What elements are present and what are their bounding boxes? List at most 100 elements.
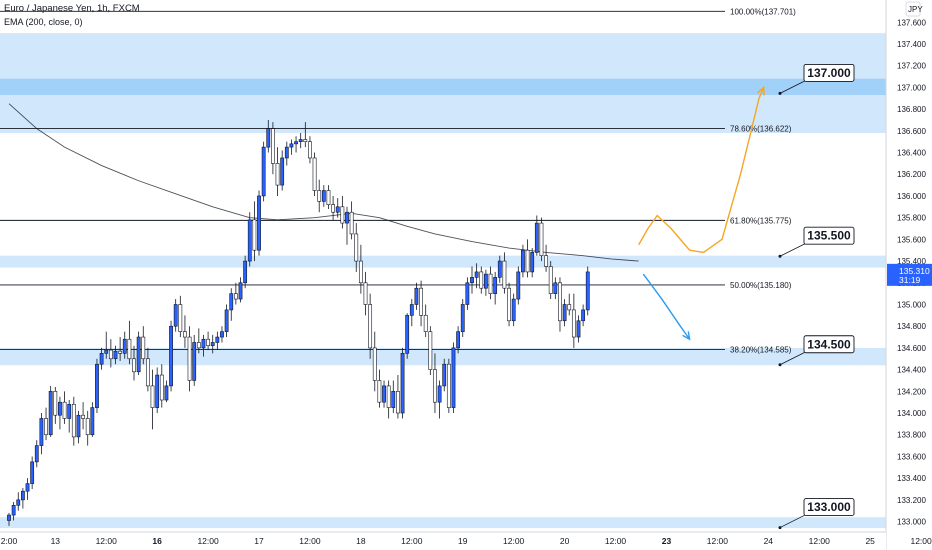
callout-box[interactable] <box>803 63 855 82</box>
candle-body <box>470 277 474 284</box>
price-tick-label: 133.200 <box>897 496 926 505</box>
candle-body <box>201 338 206 349</box>
candle-body <box>442 363 447 387</box>
time-tick-label: 18 <box>356 536 366 546</box>
price-tick-label: 134.000 <box>897 409 926 418</box>
price-tick-label: 137.400 <box>897 40 926 49</box>
candle-body <box>585 271 590 311</box>
time-tick-label: 12:00 <box>910 536 932 546</box>
time-tick-label: 16 <box>152 536 162 546</box>
candle-body <box>409 304 414 316</box>
candle-body <box>247 219 252 262</box>
candle-body <box>127 338 132 360</box>
candle-body <box>229 293 234 311</box>
time-tick-label: 12:00 <box>605 536 627 546</box>
candle-body <box>405 315 410 354</box>
time-tick-label: 12:00 <box>401 536 423 546</box>
indicator-legend[interactable]: EMA (200, close, 0) <box>4 17 83 27</box>
callout-box[interactable] <box>803 226 855 245</box>
time-tick-label: 12:00 <box>299 536 321 546</box>
candle-body <box>396 391 400 414</box>
candle-body <box>16 499 21 506</box>
candle-body <box>544 255 548 267</box>
callout-price[interactable]: 137.000 <box>807 66 851 80</box>
candle-body <box>122 338 127 354</box>
callout-price[interactable]: 135.500 <box>807 229 851 243</box>
callout-anchor <box>778 363 782 367</box>
price-axis[interactable]: 133.000 133.200 133.400 133.600 133.800 134.0… <box>885 0 932 550</box>
candle-body <box>85 418 90 436</box>
candle-body <box>30 461 35 484</box>
candle-body <box>521 249 525 273</box>
candle-body <box>451 347 456 408</box>
candle-body <box>400 353 405 414</box>
candle-body <box>345 211 349 224</box>
price-tick-label: 137.600 <box>897 18 926 27</box>
candle-body <box>196 342 201 349</box>
candle-body <box>377 380 382 403</box>
candle-body <box>465 282 470 305</box>
candle-body <box>39 418 44 446</box>
candlestick-series <box>7 119 590 526</box>
candle-body <box>178 304 183 332</box>
candle-body <box>257 195 261 251</box>
callout-leader <box>779 79 809 94</box>
projection-path <box>638 87 765 254</box>
symbol-title[interactable]: Euro / Japanese Yen, 1h, FXCM <box>4 3 140 14</box>
candle-body <box>206 338 210 347</box>
candle-body <box>220 331 224 338</box>
candle-body <box>34 445 39 463</box>
candle-body <box>280 157 285 186</box>
price-tick-label: 137.000 <box>897 83 926 92</box>
candle-body <box>243 260 248 284</box>
bar-countdown: 31:19 <box>899 275 921 285</box>
time-tick-label: 12:00 <box>197 536 219 546</box>
candle-body <box>317 190 322 202</box>
candle-body <box>567 304 572 311</box>
price-tick-label: 134.400 <box>897 366 926 375</box>
candle-body <box>90 407 95 436</box>
candle-body <box>483 273 488 289</box>
currency-label: JPY <box>908 5 923 14</box>
candle-body <box>497 260 502 278</box>
fib-level-label: 78.60%(136.622) <box>730 124 792 133</box>
candle-body <box>414 287 419 305</box>
candle-body <box>423 315 428 332</box>
candle-body <box>433 369 437 403</box>
candle-body <box>62 401 67 419</box>
candle-body <box>173 304 178 327</box>
time-tick-label: 12:00 <box>503 536 525 546</box>
candle-body <box>548 266 553 294</box>
callout-leader <box>779 241 809 257</box>
candle-body <box>252 219 257 251</box>
candle-body <box>146 358 150 387</box>
callout-box[interactable] <box>803 335 855 354</box>
candle-body <box>298 139 303 142</box>
currency-badge[interactable] <box>905 1 921 17</box>
candle-body <box>192 342 197 381</box>
candle-body <box>312 157 317 191</box>
callout-price[interactable]: 134.500 <box>807 337 851 351</box>
callout-price[interactable]: 133.000 <box>807 500 851 514</box>
price-tick-label: 134.800 <box>897 322 926 331</box>
time-axis[interactable]: 2:00 13 12:00 16 12:00 17 12:00 18 12:00 19 12:00 2… <box>0 531 932 550</box>
candle-body <box>7 514 11 521</box>
time-axis-bg <box>0 532 886 550</box>
callout-leader <box>779 513 809 528</box>
callout-box[interactable] <box>803 498 855 517</box>
candle-body <box>372 347 377 381</box>
support-resistance-zone <box>0 255 886 268</box>
candle-body <box>507 287 511 322</box>
candle-body <box>479 271 484 289</box>
candle-body <box>446 363 451 408</box>
price-callouts[interactable]: 137.000 135.500 134.500 133.000 <box>778 63 855 530</box>
projection-arrows <box>638 85 765 341</box>
candle-body <box>108 349 113 360</box>
time-tick-label: 19 <box>458 536 468 546</box>
current-price-tag[interactable] <box>887 263 932 286</box>
candle-body <box>558 282 562 322</box>
candle-body <box>576 320 581 338</box>
arrow-head <box>757 85 765 96</box>
candle-body <box>266 128 271 148</box>
